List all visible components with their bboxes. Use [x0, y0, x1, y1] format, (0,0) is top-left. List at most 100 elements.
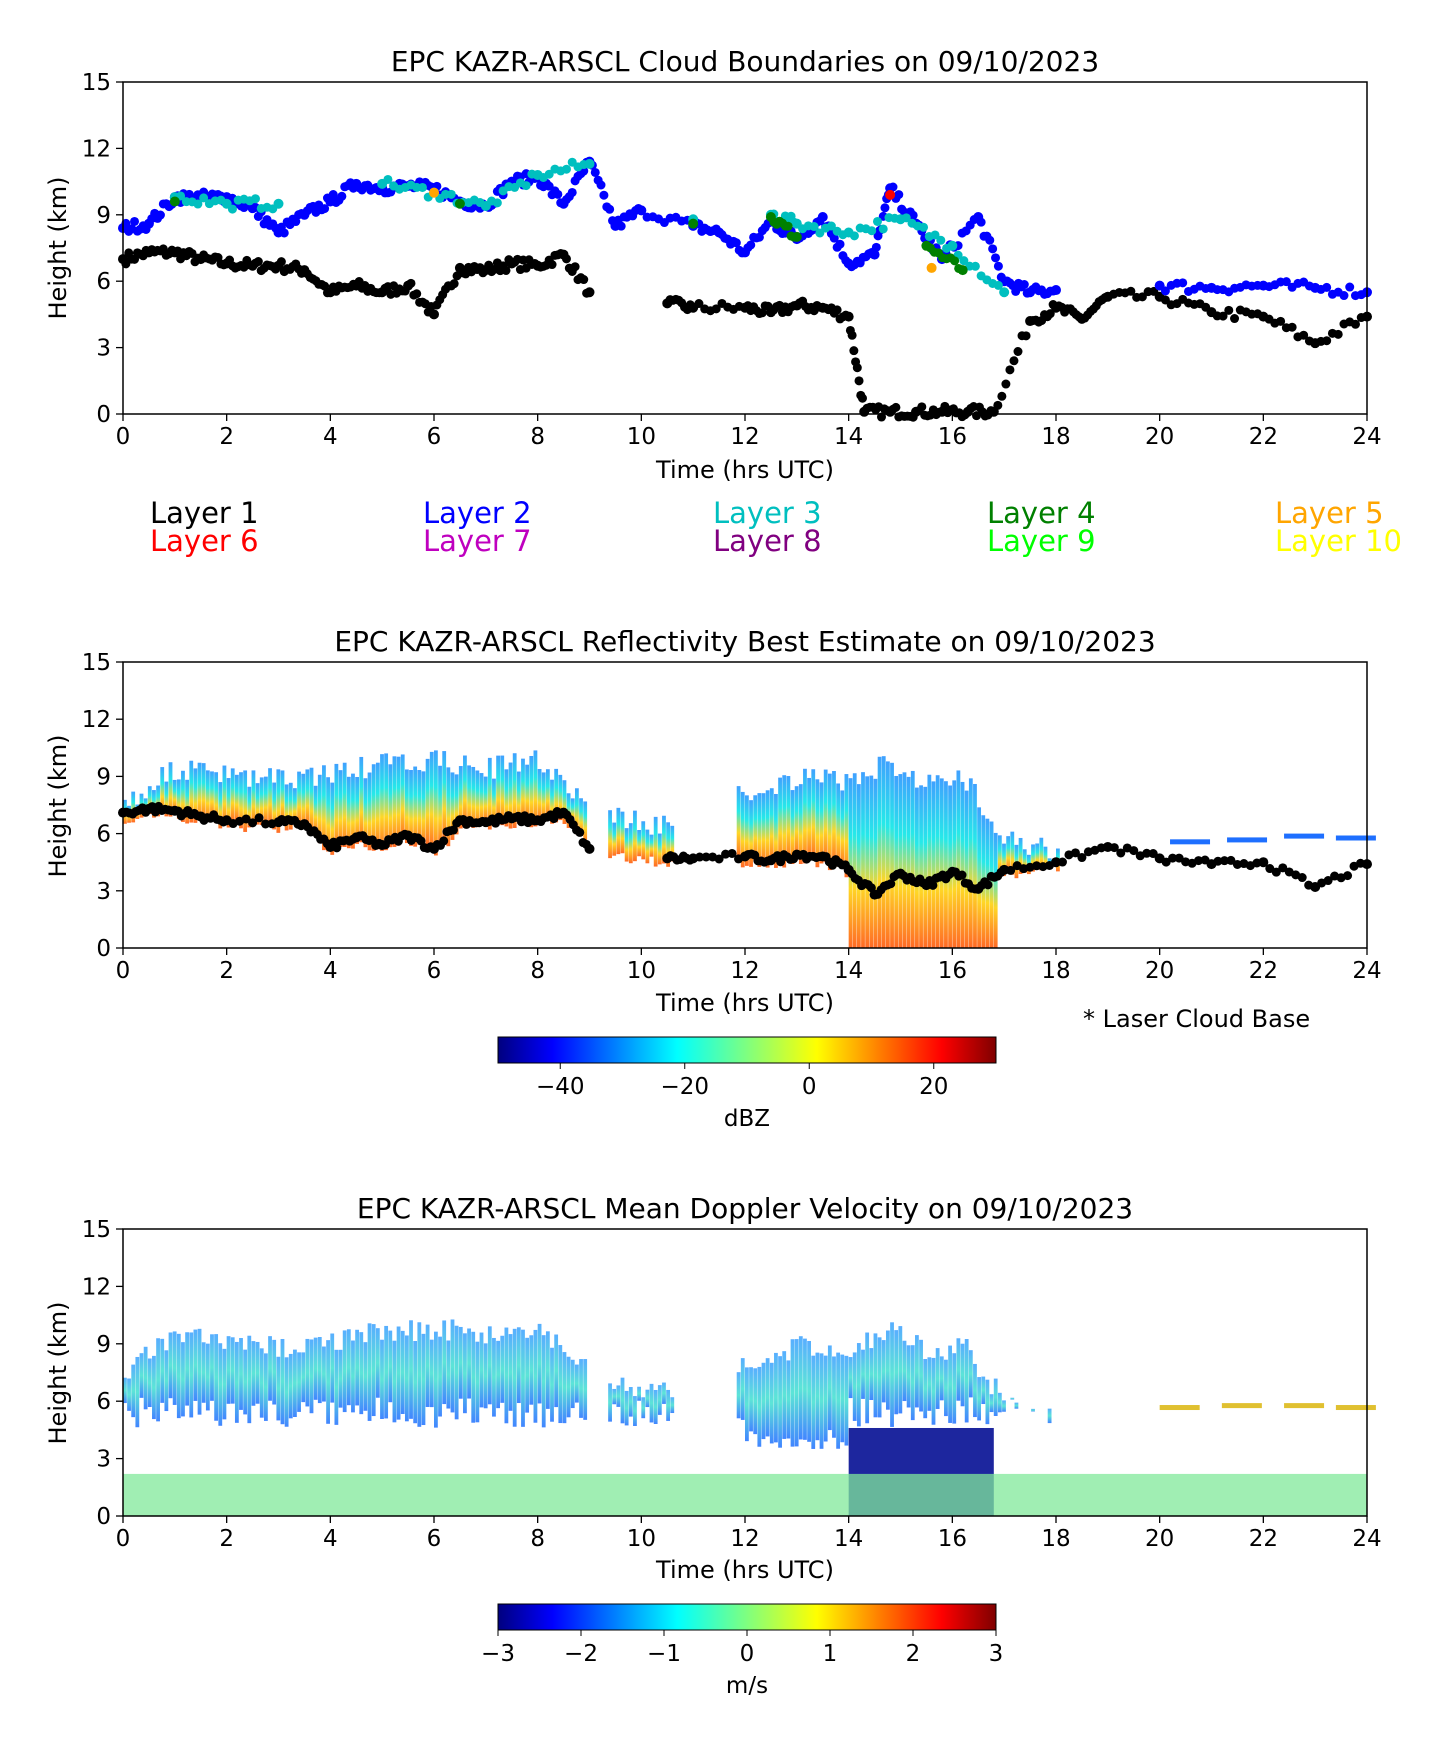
data-point — [1009, 356, 1019, 366]
cloud-base-point — [1142, 848, 1152, 858]
y-tick-label: 6 — [96, 822, 111, 848]
echo-column — [201, 763, 206, 821]
echo-column — [745, 1367, 749, 1442]
cloud-base-point — [983, 880, 993, 890]
echo-column — [388, 1330, 393, 1403]
echo-column — [471, 1331, 476, 1423]
echo-field — [123, 750, 1376, 948]
echo-column — [574, 1364, 579, 1403]
data-point — [1178, 278, 1188, 288]
echo-column — [923, 1358, 928, 1419]
echo-column — [628, 823, 633, 864]
echo-column — [293, 788, 297, 824]
data-point — [1137, 292, 1147, 302]
echo-column — [1284, 833, 1325, 839]
echo-column — [438, 765, 442, 847]
echo-column — [346, 776, 351, 849]
echo-column — [856, 784, 861, 948]
data-point — [253, 257, 263, 267]
echo-column — [819, 782, 824, 864]
cloud-base-point — [1168, 853, 1178, 863]
echo-column — [624, 828, 629, 862]
echo-column — [579, 1359, 583, 1418]
echo-column — [359, 1332, 364, 1415]
y-tick-label: 0 — [96, 402, 111, 428]
data-point — [854, 376, 864, 386]
echo-column — [977, 807, 982, 948]
echo-column — [516, 771, 521, 824]
echo-column — [342, 1330, 347, 1413]
y-tick-label: 12 — [82, 136, 111, 162]
echo-column — [562, 780, 567, 824]
echo-column — [761, 793, 766, 865]
echo-column — [1227, 837, 1268, 843]
cloud-base-point — [695, 852, 705, 862]
echo-column — [1335, 1405, 1376, 1411]
legend-entry: Layer 7 — [423, 524, 532, 558]
cloud-base-point — [1116, 848, 1126, 858]
cloud-base-point — [1051, 857, 1061, 868]
echo-column — [500, 1335, 505, 1403]
x-tick-label: 10 — [627, 1526, 656, 1552]
data-point — [891, 402, 901, 412]
echo-column — [438, 1336, 442, 1417]
data-point — [809, 222, 819, 232]
echo-column — [637, 830, 641, 857]
echo-column — [487, 757, 492, 830]
echo-column — [815, 779, 820, 868]
echo-column — [243, 1349, 248, 1415]
echo-column — [363, 778, 368, 848]
echo-column — [434, 1331, 438, 1428]
data-point — [959, 256, 969, 266]
cloud-base-point — [1194, 856, 1204, 866]
cloud-base-point — [254, 813, 264, 823]
chart-title: EPC KAZR-ARSCL Mean Doppler Velocity on … — [357, 1192, 1133, 1225]
x-tick-label: 12 — [730, 424, 759, 450]
x-tick-label: 8 — [530, 958, 545, 984]
x-tick-label: 6 — [427, 958, 442, 984]
cloud-base-point — [448, 825, 458, 835]
echo-column — [757, 793, 762, 867]
data-point — [950, 256, 960, 266]
echo-column — [164, 781, 169, 817]
x-tick-label: 20 — [1145, 424, 1174, 450]
data-point — [605, 204, 615, 214]
echo-column — [504, 1327, 509, 1424]
echo-column — [757, 1366, 762, 1447]
x-tick-label: 2 — [219, 424, 234, 450]
echo-column — [193, 768, 198, 823]
data-point — [193, 199, 203, 209]
echo-column — [778, 777, 782, 863]
data-point — [1021, 331, 1031, 341]
echo-column — [396, 1326, 401, 1420]
cloud-base-point — [1213, 856, 1223, 866]
legend-entry: Layer 8 — [713, 524, 822, 558]
echo-column — [881, 756, 886, 948]
data-point — [817, 212, 828, 223]
echo-column — [280, 1338, 285, 1425]
x-tick-label: 16 — [938, 958, 967, 984]
echo-column — [222, 765, 227, 825]
echo-column — [890, 1322, 894, 1427]
echo-column — [550, 779, 554, 824]
echo-column — [1006, 836, 1011, 870]
echo-column — [1170, 839, 1211, 845]
data-point — [579, 275, 589, 285]
echo-column — [234, 1341, 239, 1423]
echo-column — [458, 766, 463, 829]
x-tick-label: 18 — [1041, 958, 1070, 984]
data-point — [429, 187, 439, 198]
echo-column — [525, 1337, 530, 1413]
echo-column — [421, 1333, 426, 1426]
echo-column — [641, 1397, 646, 1419]
echo-column — [475, 1341, 480, 1423]
echo-column — [885, 761, 890, 948]
cloud-base-point — [1226, 855, 1236, 865]
echo-column — [234, 774, 239, 822]
echo-column — [492, 1337, 496, 1417]
data-point — [584, 158, 595, 169]
echo-column — [1035, 843, 1040, 869]
data-point — [521, 181, 531, 191]
echo-column — [346, 1329, 351, 1406]
